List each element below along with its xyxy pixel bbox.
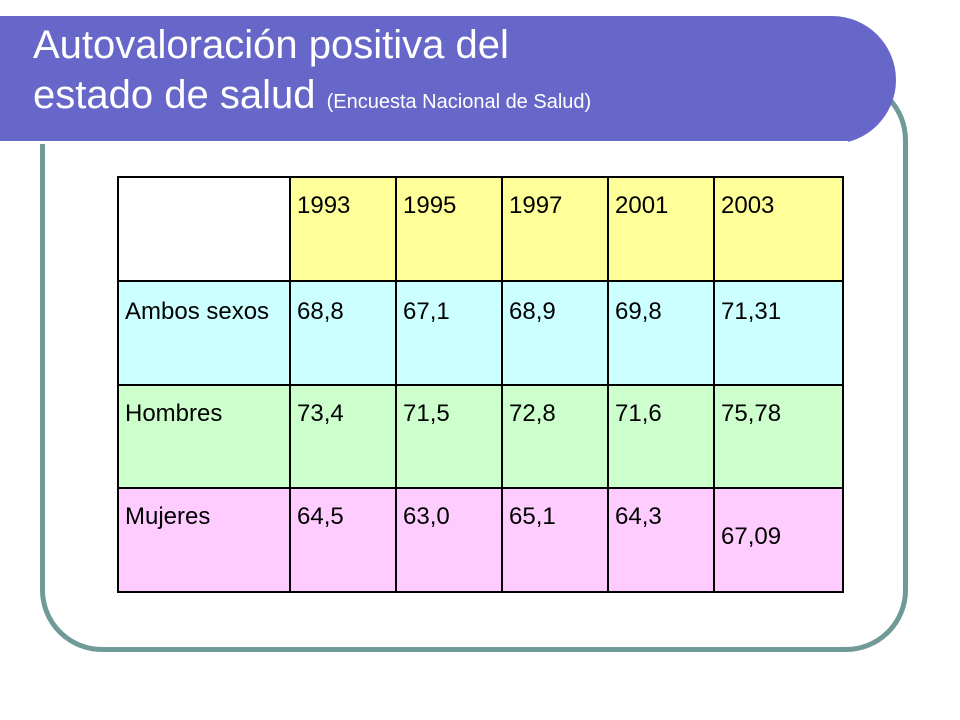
table-cell: 64,5 bbox=[289, 487, 397, 593]
table-cell: 75,78 bbox=[713, 384, 844, 489]
table-cell: 67,1 bbox=[395, 280, 503, 386]
year-header-1997: 1997 bbox=[501, 176, 609, 282]
table-corner-cell bbox=[117, 176, 291, 282]
row-label-hombres: Hombres bbox=[117, 384, 291, 489]
table-cell: 71,5 bbox=[395, 384, 503, 489]
table-cell: 63,0 bbox=[395, 487, 503, 593]
slide-title: Autovaloración positiva del estado de sal… bbox=[33, 20, 591, 127]
title-bar bbox=[0, 16, 896, 144]
table-cell: 68,8 bbox=[289, 280, 397, 386]
table-cell: 73,4 bbox=[289, 384, 397, 489]
year-header-1995: 1995 bbox=[395, 176, 503, 282]
title-underline bbox=[0, 141, 848, 144]
health-data-table: 1993 1995 1997 2001 2003 Ambos sexos 68,… bbox=[117, 176, 844, 593]
year-header-2003: 2003 bbox=[713, 176, 844, 282]
table-cell: 65,1 bbox=[501, 487, 609, 593]
title-line-1: Autovaloración positiva del bbox=[33, 23, 509, 67]
year-header-1993: 1993 bbox=[289, 176, 397, 282]
table-cell: 71,6 bbox=[607, 384, 715, 489]
table-header-row: 1993 1995 1997 2001 2003 bbox=[117, 176, 844, 282]
table-cell: 68,9 bbox=[501, 280, 609, 386]
table-cell: 72,8 bbox=[501, 384, 609, 489]
table-cell: 71,31 bbox=[713, 280, 844, 386]
title-line-2: estado de salud bbox=[33, 73, 316, 117]
table-row-mujeres: Mujeres 64,5 63,0 65,1 64,3 67,09 bbox=[117, 487, 844, 593]
title-source: (Encuesta Nacional de Salud) bbox=[326, 91, 592, 113]
table-cell: 64,3 bbox=[607, 487, 715, 593]
table-row-hombres: Hombres 73,4 71,5 72,8 71,6 75,78 bbox=[117, 384, 844, 489]
table-cell: 67,09 bbox=[713, 487, 844, 593]
table-row-ambos-sexos: Ambos sexos 68,8 67,1 68,9 69,8 71,31 bbox=[117, 280, 844, 386]
table-cell: 69,8 bbox=[607, 280, 715, 386]
row-label-mujeres: Mujeres bbox=[117, 487, 291, 593]
year-header-2001: 2001 bbox=[607, 176, 715, 282]
row-label-ambos-sexos: Ambos sexos bbox=[117, 280, 291, 386]
